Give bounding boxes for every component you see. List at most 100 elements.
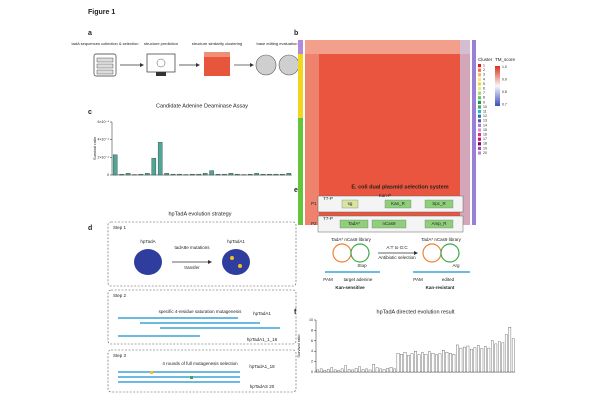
- selection-label: Arg: [452, 263, 460, 268]
- plasmid-label: TadA*: [348, 221, 360, 226]
- cluster-label: 15: [483, 128, 487, 132]
- step-text: 4 rounds of full mutagenesis selection: [162, 361, 238, 366]
- bar: [389, 367, 393, 373]
- chart-title: Candidate Adenine Deaminase Assay: [156, 103, 248, 109]
- bar: [196, 173, 202, 176]
- bar: [351, 369, 354, 373]
- step-label: structure prediction: [144, 41, 178, 46]
- cluster-swatch: [478, 151, 481, 155]
- bar: [386, 368, 389, 373]
- bar: [170, 173, 176, 176]
- bar: [326, 369, 330, 373]
- bar: [228, 173, 234, 176]
- panel-label: c: [88, 109, 92, 116]
- step-text: hpTadA: [140, 239, 155, 244]
- cluster-label: 9: [483, 100, 485, 104]
- bar: [247, 173, 253, 176]
- bar: [340, 368, 344, 373]
- bar: [119, 173, 124, 176]
- selection-label: PAM: [323, 277, 333, 282]
- plasmid-label: Amp_R: [431, 221, 447, 226]
- cluster-label: 8: [483, 96, 485, 100]
- bar: [442, 350, 445, 373]
- bar: [382, 369, 386, 373]
- tm-tick: 0.9: [502, 77, 507, 81]
- bar: [361, 369, 365, 373]
- bar: [501, 342, 505, 373]
- bar: [470, 348, 473, 373]
- step-text: specific 4-residue saturation mutagenesi…: [159, 309, 243, 314]
- plasmid-label: nCas9: [382, 221, 396, 226]
- cluster-swatch: [478, 146, 481, 150]
- bar: [323, 370, 327, 373]
- bar: [421, 352, 424, 373]
- bar: [497, 341, 501, 373]
- bar: [435, 354, 438, 373]
- tm-tick: 0.8: [502, 90, 507, 94]
- flow-icons: [93, 52, 300, 77]
- bar: [333, 369, 337, 373]
- bar: [177, 173, 182, 176]
- y-tick-label: 2: [311, 360, 313, 364]
- cluster-label: 14: [483, 123, 487, 127]
- bar: [484, 346, 487, 373]
- bar: [190, 173, 195, 176]
- step-text: hpTadA1_18: [249, 364, 275, 369]
- plasmid-label: P2: [311, 221, 317, 226]
- cluster-swatch: [478, 123, 481, 127]
- panel-title: E. coli dual plasmid selection system: [351, 184, 448, 190]
- bar: [215, 173, 221, 176]
- bar: [209, 170, 214, 176]
- step-text: transfer: [184, 265, 200, 270]
- protein-icons: [134, 249, 250, 275]
- bar: [151, 158, 157, 176]
- cluster-swatch: [478, 133, 481, 137]
- plasmids: [317, 195, 470, 273]
- bar: [222, 173, 227, 176]
- panel-label: a: [88, 30, 92, 37]
- y-tick-label: 8: [311, 328, 313, 332]
- y-tick-label: 6: [311, 339, 313, 343]
- step-box: [107, 221, 297, 287]
- step-text: hpTadA1: [227, 239, 245, 244]
- bar: [410, 353, 414, 373]
- cluster-label: 1: [483, 64, 485, 68]
- selection-label: Antibiotic selection: [378, 255, 416, 260]
- bar: [511, 338, 515, 373]
- cluster-label: 17: [483, 137, 487, 141]
- bar: [280, 173, 285, 176]
- bar: [456, 344, 459, 373]
- cluster-label: 11: [483, 110, 487, 114]
- bar: [508, 327, 512, 373]
- bar: [375, 367, 379, 373]
- y-tick-label: 0: [107, 173, 109, 177]
- cluster-swatch: [478, 82, 481, 86]
- bar: [438, 353, 442, 373]
- plasmid-label: Kan_R: [391, 201, 406, 206]
- bar: [273, 173, 279, 176]
- bar: [316, 369, 320, 373]
- bar: [337, 370, 340, 373]
- step-box: [107, 289, 297, 345]
- bar: [428, 351, 431, 373]
- bar: [330, 367, 334, 373]
- bar: [260, 173, 266, 176]
- bar: [491, 340, 494, 373]
- step-text: hpTadA1_1_18: [247, 337, 278, 342]
- bar: [202, 173, 208, 176]
- selection-label: edited: [442, 277, 455, 282]
- heatmap: [298, 40, 500, 225]
- tm-tick: 0.7: [502, 102, 507, 106]
- bar: [487, 347, 491, 373]
- bar: [424, 354, 428, 373]
- plasmid-label: T7-P: [323, 196, 333, 201]
- cluster-swatch: [478, 91, 481, 95]
- y-tick-label: 2×10⁻⁴: [97, 155, 109, 159]
- bar: [138, 173, 144, 176]
- axis-label: Survival ratio: [296, 334, 301, 358]
- bar: [235, 173, 240, 176]
- chart-title: hpTadA directed evolution result: [377, 309, 455, 315]
- cluster-label: 5: [483, 82, 485, 86]
- selection-label: Stop: [357, 263, 367, 268]
